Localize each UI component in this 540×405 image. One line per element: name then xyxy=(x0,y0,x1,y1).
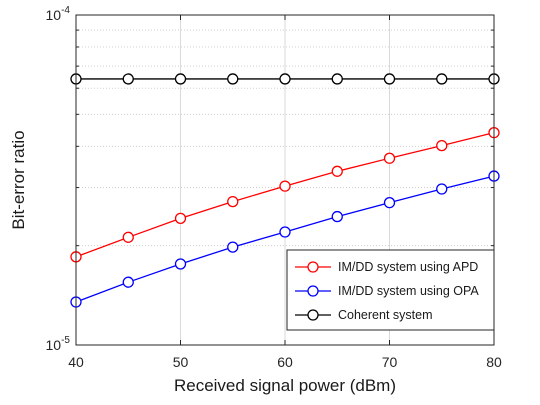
data-point xyxy=(436,73,448,85)
data-point xyxy=(174,212,187,224)
data-point xyxy=(383,152,396,164)
data-point xyxy=(383,73,396,85)
tick-labels: 40 50 60 70 80 10-4 10-5 xyxy=(46,5,502,370)
x-tick-label: 80 xyxy=(486,354,502,370)
data-point xyxy=(331,73,343,85)
data-point xyxy=(227,73,239,85)
x-tick-label: 40 xyxy=(68,354,84,370)
data-point xyxy=(174,258,187,270)
legend-label: IM/DD system using APD xyxy=(338,260,478,274)
data-point xyxy=(122,73,134,85)
x-tick-label: 70 xyxy=(382,354,398,370)
legend-label: Coherent system xyxy=(338,308,432,322)
data-point xyxy=(436,183,448,195)
data-point xyxy=(227,195,239,208)
grid xyxy=(76,15,494,345)
data-point xyxy=(331,165,343,177)
legend-marker xyxy=(307,261,319,273)
legend-marker xyxy=(307,285,319,297)
data-point xyxy=(436,139,448,152)
y-tick-label: 10-4 xyxy=(46,5,71,23)
y-tick-label: 10-5 xyxy=(46,335,71,353)
legend: IM/DD system using APD IM/DD system using… xyxy=(286,249,495,331)
data-point xyxy=(331,210,343,223)
series-2 xyxy=(70,170,500,308)
legend-entry: IM/DD system using OPA xyxy=(295,284,479,298)
data-point xyxy=(174,73,187,85)
data-point xyxy=(383,196,396,209)
legend-box xyxy=(286,249,495,331)
data-point xyxy=(279,180,291,192)
legend-entry: IM/DD system using APD xyxy=(295,260,478,274)
data-point xyxy=(122,276,134,288)
x-tick-label: 60 xyxy=(277,354,293,370)
ticks xyxy=(75,14,495,346)
data-point xyxy=(279,226,291,238)
legend-entry: Coherent system xyxy=(295,308,432,322)
legend-label: IM/DD system using OPA xyxy=(338,284,479,298)
data-point xyxy=(122,231,134,243)
legend-entries: IM/DD system using APD IM/DD system using… xyxy=(295,260,479,322)
x-axis-label: Received signal power (dBm) xyxy=(174,376,396,395)
x-tick-label: 50 xyxy=(173,354,189,370)
legend-marker xyxy=(307,309,319,321)
y-axis-label: Bit-error ratio xyxy=(9,130,28,229)
data-point xyxy=(227,241,239,253)
data-point xyxy=(279,73,291,85)
